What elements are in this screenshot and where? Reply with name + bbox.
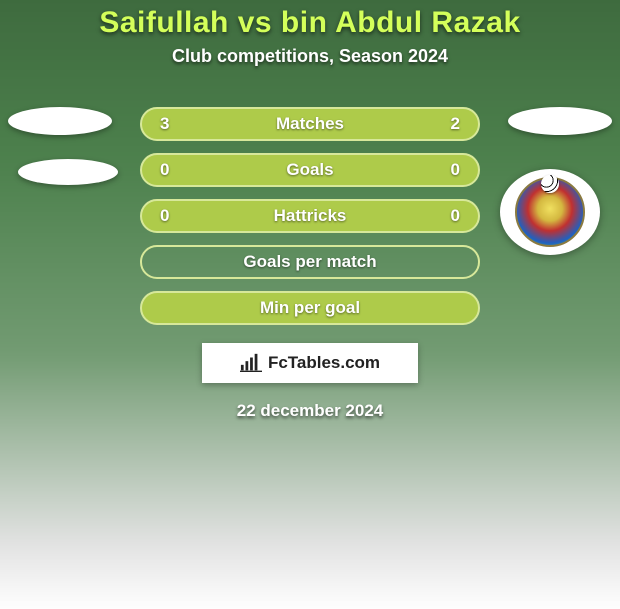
stat-right-value: 0 [448,206,460,226]
bar-chart-icon [240,353,262,373]
stat-left-value: 0 [160,160,172,180]
stat-label: Goals per match [243,252,376,272]
stat-left-value: 3 [160,114,172,134]
stat-bar-matches: 3 Matches 2 [140,107,480,141]
subtitle: Club competitions, Season 2024 [0,46,620,67]
stat-right-value: 2 [448,114,460,134]
stat-right-value: 0 [448,160,460,180]
stat-label: Goals [286,160,333,180]
stat-row: 0 Hattricks 0 [0,199,620,233]
stats-section: 3 Matches 2 0 Goals 0 0 Hattricks 0 Goal… [0,107,620,325]
stat-label: Hattricks [274,206,347,226]
date-label: 22 december 2024 [0,401,620,421]
brand-badge: FcTables.com [202,343,418,383]
stat-bar-goals: 0 Goals 0 [140,153,480,187]
stat-bar-hattricks: 0 Hattricks 0 [140,199,480,233]
main-content: Saifullah vs bin Abdul Razak Club compet… [0,0,620,421]
brand-text: FcTables.com [268,353,380,373]
stat-label: Min per goal [260,298,360,318]
stat-left-value: 0 [160,206,172,226]
page-title: Saifullah vs bin Abdul Razak [0,6,620,40]
stat-bar-min-per-goal: Min per goal [140,291,480,325]
stat-row: Goals per match [0,245,620,279]
stat-row: 3 Matches 2 [0,107,620,141]
stat-bar-goals-per-match: Goals per match [140,245,480,279]
stat-row: Min per goal [0,291,620,325]
stat-label: Matches [276,114,344,134]
stat-row: 0 Goals 0 [0,153,620,187]
